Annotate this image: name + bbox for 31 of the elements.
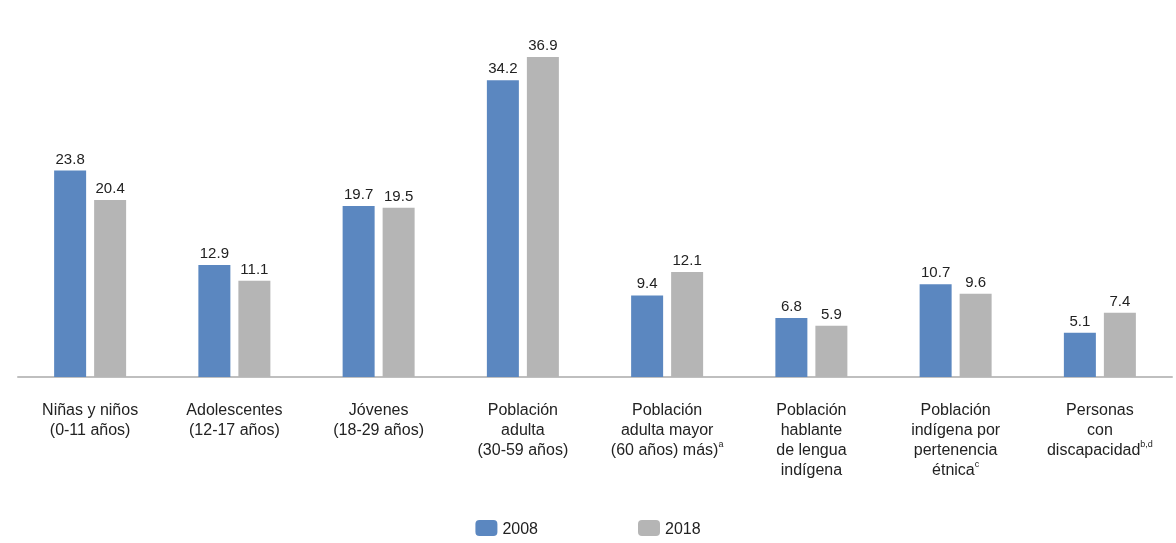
x-tick-label: Niñas y niños (0-11 años)	[42, 400, 139, 438]
x-tick-label: Jóvenes (18-29 años)	[333, 400, 424, 438]
data-label: 12.1	[672, 251, 702, 269]
legend-label: 2018	[665, 519, 701, 537]
bar	[486, 80, 519, 377]
data-label: 34.2	[488, 59, 518, 77]
x-tick-label: Población adulta (30-59 años)	[477, 400, 569, 458]
data-label: 23.8	[55, 149, 85, 167]
data-label: 12.9	[199, 244, 229, 262]
data-label: 5.9	[820, 304, 842, 322]
bar	[342, 206, 375, 377]
bar	[919, 284, 952, 377]
data-label: 19.5	[384, 186, 414, 204]
data-label: 5.1	[1069, 311, 1091, 329]
data-label: 36.9	[528, 35, 558, 53]
data-label: 9.4	[636, 274, 658, 292]
data-label: 10.7	[921, 263, 951, 281]
data-label: 19.7	[344, 185, 374, 203]
bar	[198, 265, 231, 377]
data-label: 20.4	[95, 179, 125, 197]
data-label: 7.4	[1109, 291, 1131, 309]
bar	[1063, 332, 1096, 377]
x-tick-label: Población hablante de lengua indígena	[776, 400, 847, 478]
bar	[775, 318, 808, 377]
data-label: 9.6	[965, 272, 987, 290]
bar	[631, 295, 664, 377]
bar	[54, 170, 87, 377]
data-label: 6.8	[780, 297, 802, 315]
x-tick-label: Adolescentes (12-17 años)	[186, 400, 283, 438]
data-label: 11.1	[240, 259, 269, 277]
legend-label: 2008	[502, 519, 539, 537]
